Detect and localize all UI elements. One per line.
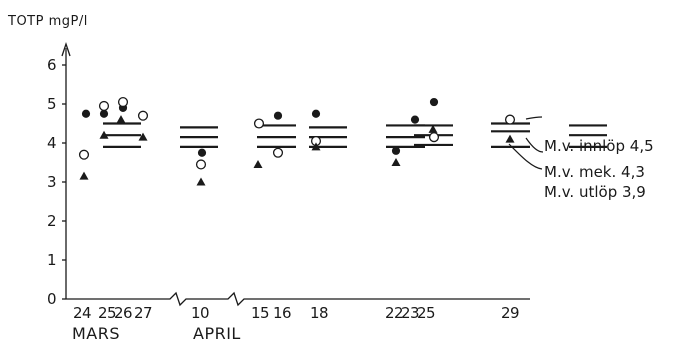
leader-innlop [525, 116, 543, 120]
point-mek [117, 97, 129, 108]
y-tick-label: 1 [47, 251, 57, 269]
point-innlop [311, 109, 321, 118]
mean-lines [103, 122, 607, 148]
x-axis [66, 291, 530, 307]
annotation-leaders [508, 116, 544, 170]
point-innlop [391, 146, 401, 155]
y-tick-label: 5 [47, 95, 57, 113]
point-mek [137, 110, 149, 121]
x-tick-label: 18 [310, 304, 328, 322]
point-utlop [391, 158, 401, 166]
data-marks [78, 97, 516, 186]
chart-title: TOTP mgP/l [7, 14, 88, 29]
y-tick-label: 2 [47, 212, 57, 230]
point-mek [504, 114, 516, 125]
y-tick-label: 4 [47, 134, 57, 152]
point-mek [253, 118, 265, 129]
y-tick-label: 3 [47, 173, 57, 191]
y-axis-arrow [61, 41, 71, 57]
annotation-innlop: M.v. innlöp 4,5 [544, 137, 654, 155]
x-tick-label: 29 [501, 304, 519, 322]
point-utlop [505, 134, 515, 143]
point-innlop [99, 109, 109, 118]
point-innlop [273, 111, 283, 120]
point-mek [195, 159, 207, 170]
point-innlop [81, 109, 91, 118]
leader-utlop [508, 143, 543, 170]
leader-mek [525, 137, 544, 153]
point-innlop [429, 97, 439, 107]
y-tick-label: 0 [47, 290, 57, 308]
x-tick-label: 25 [98, 304, 116, 322]
point-innlop [197, 148, 207, 157]
x-tick-label: 22 [385, 304, 403, 322]
x-tick-label: 26 [114, 304, 132, 322]
month-label-mars: MARS [72, 324, 120, 343]
x-tick-label: 23 [401, 304, 419, 322]
x-tick-label: 16 [273, 304, 291, 322]
annotation-mek: M.v. mek. 4,3 [544, 163, 645, 181]
point-utlop [311, 142, 321, 151]
point-utlop [253, 159, 263, 168]
x-tick-label: 25 [417, 304, 435, 322]
point-utlop [116, 115, 126, 124]
annotation-utlop: M.v. utlöp 3,9 [544, 183, 646, 201]
point-mek [428, 132, 440, 143]
x-tick-label: 24 [73, 304, 91, 322]
point-mek [98, 100, 110, 111]
point-utlop [196, 177, 206, 186]
axes [61, 41, 530, 307]
annotations: M.v. innlöp 4,5 M.v. mek. 4,3 M.v. utlöp… [544, 137, 654, 201]
point-innlop [410, 115, 420, 124]
point-utlop [99, 130, 109, 139]
point-utlop [79, 171, 89, 180]
point-utlop [138, 132, 148, 141]
x-tick-label: 10 [191, 304, 209, 322]
y-ticks: 0 1 2 3 4 5 6 [47, 56, 66, 308]
point-utlop [428, 124, 438, 133]
y-tick-label: 6 [47, 56, 57, 74]
point-mek [78, 149, 90, 160]
point-mek [272, 147, 284, 158]
month-label-april: APRIL [193, 324, 241, 343]
x-tick-label: 15 [251, 304, 269, 322]
x-tick-label: 27 [134, 304, 152, 322]
